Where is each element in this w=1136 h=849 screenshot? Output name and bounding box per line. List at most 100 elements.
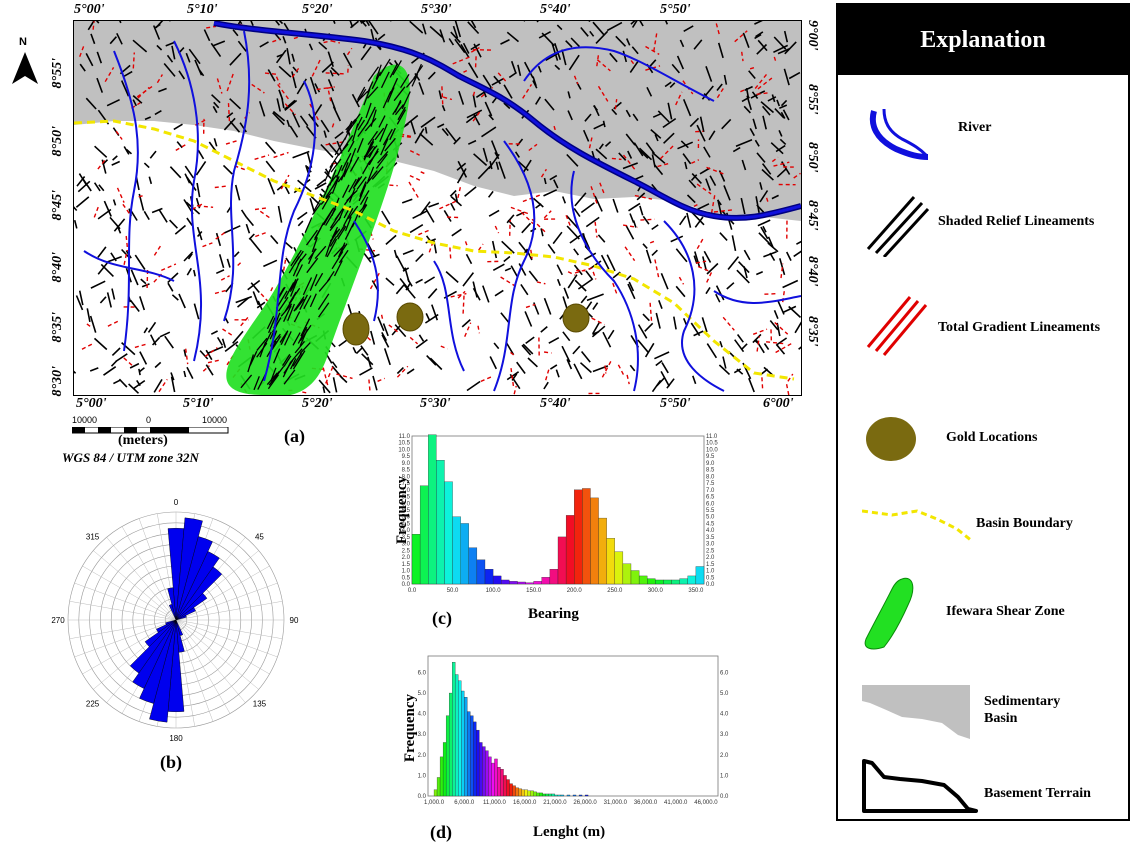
rose-angle-label: 45	[255, 533, 264, 542]
gradient-lineament	[734, 30, 748, 43]
lon-label-top: 5°40'	[540, 2, 571, 17]
relief-lineament	[722, 356, 727, 369]
relief-lineament	[556, 278, 561, 286]
relief-lineament	[481, 126, 497, 138]
y-tick-label: 1.0	[402, 569, 411, 575]
relief-lineament	[342, 52, 353, 69]
histogram-bar	[630, 570, 640, 585]
panel-label-a: (a)	[284, 426, 305, 446]
relief-lineament	[510, 265, 519, 278]
relief-lineament	[121, 248, 130, 258]
relief-lineament	[510, 60, 517, 74]
y-tick-label: 10.0	[706, 447, 718, 453]
relief-lineament	[128, 383, 140, 394]
relief-lineament	[661, 362, 669, 374]
relief-lineament	[684, 161, 688, 170]
y-tick-label: 0.0	[720, 794, 729, 800]
x-tick-label: 16,000.0	[513, 800, 537, 806]
relief-lineament	[140, 278, 147, 285]
relief-lineament	[625, 133, 636, 146]
relief-lineament	[543, 381, 549, 390]
relief-lineament	[492, 263, 505, 272]
relief-lineament	[402, 249, 414, 255]
shear-lineament	[337, 143, 349, 156]
shear-zone-lineaments	[240, 58, 424, 391]
gradient-lineament	[175, 143, 187, 152]
histogram-bar	[436, 777, 441, 797]
gradient-lineament	[510, 351, 516, 357]
shear-lineament	[306, 257, 319, 274]
shear-lineament	[294, 340, 306, 354]
gradient-lineament	[604, 365, 607, 374]
relief-lineament	[733, 368, 742, 374]
relief-lineament	[556, 24, 563, 31]
gradient-lineament	[525, 303, 536, 309]
histogram-bar	[444, 481, 453, 585]
relief-lineament	[740, 197, 746, 215]
x-tick-label: 26,000.0	[573, 800, 597, 806]
relief-lineament	[427, 288, 438, 299]
relief-lineament	[798, 346, 801, 350]
gradient-lineament	[93, 205, 100, 218]
relief-lineament	[493, 342, 500, 350]
relief-lineament	[211, 94, 221, 104]
histogram-bar	[452, 516, 461, 585]
rose-petal	[129, 619, 177, 674]
y-tick-label: 7.5	[706, 481, 715, 487]
histogram-bar	[433, 789, 438, 797]
legend-label: Shaded Relief Lineaments	[938, 214, 1095, 229]
shear-lineament	[292, 353, 304, 370]
shear-lineament	[351, 212, 360, 228]
relief-lineament	[75, 295, 84, 311]
tributary	[223, 30, 251, 322]
shear-lineament	[329, 230, 338, 244]
relief-lineament	[494, 289, 504, 297]
relief-lineament	[611, 108, 618, 116]
gradient-lineament	[368, 379, 371, 391]
relief-lineament	[152, 25, 161, 40]
gradient-lineament	[322, 367, 329, 387]
gradient-lineament	[443, 96, 453, 101]
gradient-lineament	[347, 65, 349, 73]
relief-lineament	[409, 224, 424, 234]
x-tick-label: 31,000.0	[604, 800, 628, 806]
tributary	[663, 220, 725, 392]
relief-lineament	[637, 339, 649, 353]
legend-item-gold: Gold Locations	[838, 413, 1128, 493]
relief-lineament	[632, 220, 637, 228]
shear-lineament	[366, 106, 376, 125]
y-tick-label: 1.0	[720, 773, 729, 779]
gradient-lineament	[599, 182, 606, 195]
shear-lineament	[287, 303, 296, 322]
gradient-lineament	[653, 32, 658, 52]
relief-lineament	[500, 38, 510, 45]
relief-lineament	[351, 93, 360, 108]
shear-lineament	[343, 191, 355, 206]
relief-lineament	[741, 159, 747, 171]
relief-lineament	[205, 349, 213, 361]
relief-lineament	[648, 59, 657, 68]
shear-lineament	[338, 242, 346, 258]
scale-bar-graphic	[72, 427, 229, 434]
shear-lineament	[331, 176, 339, 189]
relief-lineament	[767, 236, 774, 248]
relief-lineament	[412, 210, 427, 220]
relief-lineament	[717, 42, 724, 59]
relief-lineament	[240, 209, 248, 218]
relief-lineament	[567, 274, 578, 289]
relief-lineament	[111, 347, 121, 356]
relief-lineament	[579, 362, 592, 374]
x-tick-label: 36,000.0	[634, 800, 658, 806]
relief-lineament	[628, 202, 641, 212]
lon-label-bottom: 5°30'	[420, 396, 451, 411]
gradient-lineament	[536, 281, 546, 285]
x-tick-label: 21,000.0	[543, 800, 567, 806]
shear-lineament	[284, 296, 295, 312]
gradient-lineament	[691, 159, 700, 164]
relief-lineament	[491, 240, 498, 259]
gradient-lineament	[440, 345, 448, 350]
relief-lineament	[199, 350, 209, 360]
gradient-lineament	[86, 323, 93, 329]
shear-lineament	[364, 117, 377, 132]
rose-spoke	[175, 600, 283, 621]
